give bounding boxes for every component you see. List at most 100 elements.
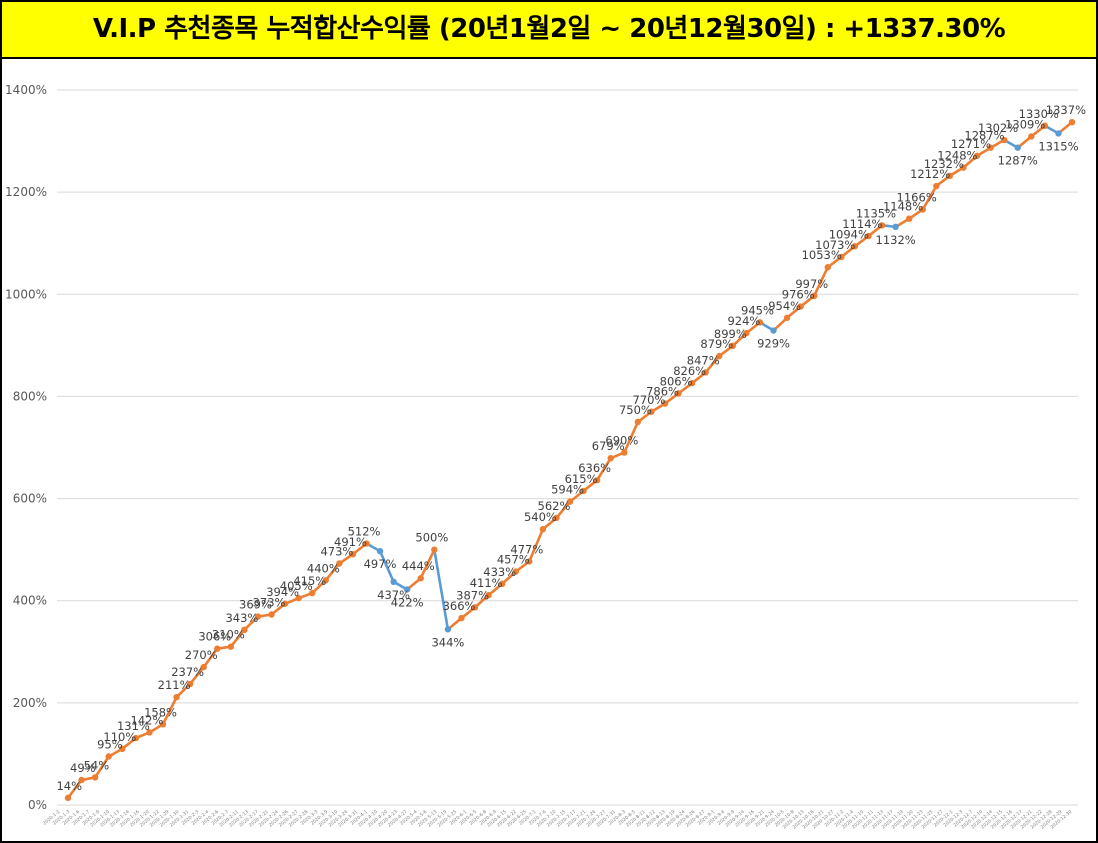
data-point — [254, 613, 262, 620]
data-label: 1132% — [876, 233, 916, 247]
data-point — [186, 680, 194, 688]
data-label: 270% — [185, 648, 218, 662]
data-point — [227, 643, 235, 650]
y-tick-label: 1200% — [5, 185, 47, 199]
data-point — [1041, 122, 1049, 129]
data-label: 1337% — [1046, 103, 1086, 117]
data-label: 131% — [117, 719, 150, 733]
data-point — [688, 379, 696, 387]
data-label: 440% — [307, 561, 340, 575]
data-point — [309, 589, 316, 597]
data-label: 1287% — [964, 129, 1004, 143]
data-label: 1073% — [815, 238, 855, 252]
data-label: 54% — [84, 758, 110, 772]
data-point — [580, 487, 587, 495]
data-point — [526, 558, 533, 565]
data-label: 1212% — [910, 167, 950, 181]
data-label: 1232% — [924, 157, 964, 171]
data-label: 806% — [660, 374, 693, 388]
data-label: 497% — [364, 557, 397, 571]
data-point — [607, 455, 614, 462]
y-tick-label: 200% — [13, 696, 47, 710]
data-point — [173, 694, 180, 701]
data-point — [1068, 118, 1076, 126]
data-label: 306% — [198, 630, 231, 644]
data-label: 1053% — [802, 248, 842, 262]
data-point — [756, 319, 764, 326]
data-label: 237% — [171, 665, 204, 679]
line-segment — [921, 184, 938, 211]
data-label: 512% — [348, 525, 381, 539]
data-point — [1000, 136, 1008, 144]
data-label: 422% — [391, 595, 424, 609]
y-tick-label: 400% — [13, 594, 47, 608]
data-label: 444% — [402, 559, 435, 573]
data-label: 387% — [456, 588, 489, 602]
data-label: 1271% — [951, 137, 991, 151]
data-label: 562% — [538, 499, 571, 513]
y-tick-label: 0% — [28, 798, 47, 812]
data-point — [119, 745, 126, 753]
data-point — [363, 540, 370, 547]
data-point — [824, 264, 831, 271]
data-point — [214, 645, 221, 652]
data-label: 310% — [212, 628, 245, 642]
data-point — [498, 580, 506, 588]
line-segment — [595, 456, 613, 482]
data-point — [91, 774, 99, 781]
data-label: 1135% — [856, 206, 896, 220]
data-label: 924% — [727, 314, 760, 328]
data-point — [200, 663, 207, 671]
data-label: 142% — [131, 713, 164, 727]
data-label: 433% — [483, 565, 516, 579]
line-segment — [527, 527, 545, 563]
data-point — [661, 400, 669, 407]
data-point — [241, 626, 248, 634]
data-label: 1148% — [883, 200, 923, 214]
data-point — [349, 551, 357, 558]
data-point — [512, 568, 519, 575]
data-point — [159, 721, 167, 728]
data-point — [268, 611, 275, 618]
data-label: 997% — [795, 277, 828, 291]
data-point — [905, 215, 913, 222]
line-segment — [229, 628, 246, 648]
data-label: 945% — [741, 303, 774, 317]
data-point — [1055, 130, 1062, 137]
data-point — [851, 243, 859, 250]
line-segment — [66, 778, 83, 800]
data-point — [146, 729, 153, 736]
data-label: 343% — [225, 611, 258, 625]
line-segment — [324, 562, 341, 582]
data-label: 826% — [673, 364, 706, 378]
data-point — [281, 600, 289, 607]
data-point — [933, 182, 940, 190]
data-label: 976% — [782, 288, 815, 302]
data-label: 373% — [253, 596, 286, 610]
data-point — [553, 514, 560, 522]
line-segment — [555, 500, 572, 520]
data-point — [716, 352, 723, 360]
data-point — [797, 303, 804, 310]
data-point — [1028, 133, 1035, 140]
data-point — [105, 753, 112, 760]
line-segment — [202, 647, 219, 669]
line-segment — [161, 695, 178, 726]
data-label: 110% — [103, 730, 136, 744]
data-label: 394% — [266, 585, 299, 599]
data-label: 415% — [293, 574, 326, 588]
data-label: 500% — [415, 531, 448, 545]
data-point — [593, 476, 601, 484]
data-point — [471, 604, 479, 611]
data-label: 786% — [646, 385, 679, 399]
data-label: 211% — [158, 678, 191, 692]
data-point — [78, 776, 85, 784]
data-point — [960, 164, 967, 171]
data-label: 1166% — [897, 191, 937, 205]
data-label: 1302% — [978, 121, 1018, 135]
data-label: 770% — [633, 393, 666, 407]
data-point — [390, 578, 397, 586]
data-point — [634, 418, 642, 426]
y-tick-label: 800% — [13, 389, 47, 403]
